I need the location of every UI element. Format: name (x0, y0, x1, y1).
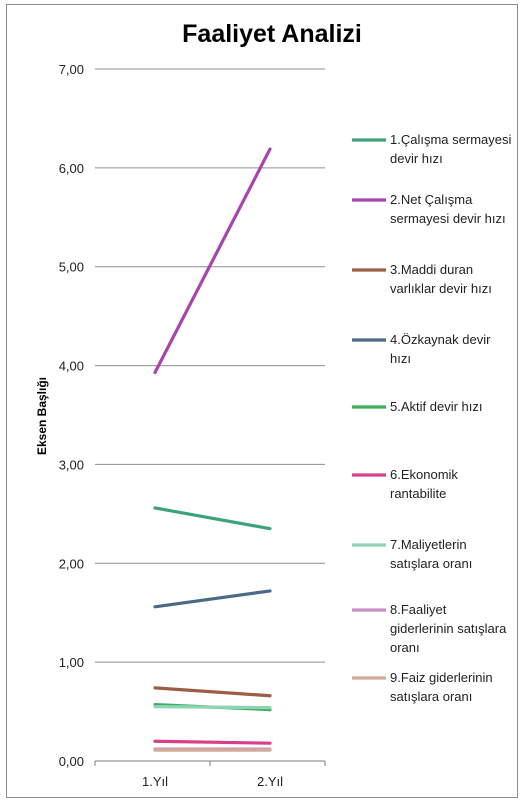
gridlines (95, 68, 325, 762)
y-tick-label: 6,00 (59, 161, 84, 176)
chart-title: Faaliyet Analizi (182, 20, 362, 48)
legend-item: 6.Ekonomik rantabilite (352, 467, 458, 501)
legend-item: 7.Maliyetlerin satışlara oranı (352, 537, 472, 571)
chart-frame (6, 4, 518, 798)
y-tick-label: 1,00 (59, 655, 84, 670)
legend-item: 1.Çalışma sermayesi devir hızı (352, 132, 511, 166)
legend-label: sermayesi devir hızı (390, 211, 506, 226)
legend-label: 8.Faaliyet (390, 602, 447, 617)
legend-label: varlıklar devir hızı (390, 281, 492, 296)
legend-label: 9.Faiz giderlerinin (390, 670, 493, 685)
y-axis-label: Eksen Başlığı (35, 377, 49, 455)
y-tick-label: 4,00 (59, 359, 84, 374)
series-line (153, 739, 272, 745)
legend-item: 2.Net Çalışma sermayesi devir hızı (352, 192, 506, 226)
y-axis-ticks: 0,00 1,00 2,00 3,00 4,00 5,00 6,00 7,00 (59, 62, 84, 769)
legend: 1.Çalışma sermayesi devir hızı 2.Net Çalış… (352, 132, 511, 704)
legend-item: 3.Maddi duran varlıklar devir hızı (352, 262, 492, 296)
legend-label: oranı (390, 640, 420, 655)
series-line (153, 147, 272, 375)
series-lines (153, 147, 272, 752)
legend-label: satışlara oranı (390, 556, 472, 571)
legend-item: 5.Aktif devir hızı (352, 399, 482, 414)
series-line (153, 686, 272, 698)
legend-label: satışlara oranı (390, 689, 472, 704)
y-tick-label: 2,00 (59, 556, 84, 571)
x-tick-label: 2.Yıl (257, 774, 283, 789)
series-line (153, 506, 272, 531)
legend-label: 3.Maddi duran (390, 262, 473, 277)
legend-label: 4.Özkaynak devir (390, 332, 491, 347)
x-tick-label: 1.Yıl (142, 774, 168, 789)
x-axis-ticks: 1.Yıl 2.Yıl (94, 761, 326, 789)
legend-label: 5.Aktif devir hızı (390, 399, 482, 414)
legend-label: 7.Maliyetlerin (390, 537, 467, 552)
legend-label: hızı (390, 351, 411, 366)
legend-label: rantabilite (390, 486, 446, 501)
legend-label: devir hızı (390, 151, 443, 166)
series-line (153, 705, 272, 710)
series-line (153, 589, 272, 609)
legend-label: giderlerinin satışlara (390, 621, 507, 636)
y-tick-label: 3,00 (59, 457, 84, 472)
legend-label: 1.Çalışma sermayesi (390, 132, 511, 147)
legend-label: 6.Ekonomik (390, 467, 458, 482)
legend-item: 4.Özkaynak devir hızı (352, 332, 491, 366)
y-tick-label: 7,00 (59, 62, 84, 77)
legend-label: 2.Net Çalışma (390, 192, 473, 207)
y-tick-label: 0,00 (59, 754, 84, 769)
y-tick-label: 5,00 (59, 260, 84, 275)
legend-item: 8.Faaliyet giderlerinin satışlara oranı (352, 602, 507, 655)
legend-item: 9.Faiz giderlerinin satışlara oranı (352, 670, 493, 704)
